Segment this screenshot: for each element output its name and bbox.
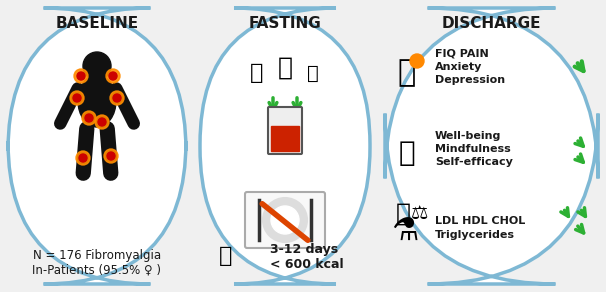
Text: 🧠: 🧠 [399, 139, 415, 167]
Text: 🥕: 🥕 [307, 63, 319, 83]
Circle shape [98, 118, 106, 126]
Circle shape [85, 114, 93, 122]
FancyArrowPatch shape [269, 98, 277, 110]
FancyArrowPatch shape [262, 204, 308, 240]
Text: < 600 kcal: < 600 kcal [270, 258, 344, 270]
FancyBboxPatch shape [200, 8, 370, 284]
Text: 3-12 days: 3-12 days [270, 244, 338, 256]
Bar [271, 126, 299, 151]
Text: 🍅: 🍅 [278, 56, 293, 80]
Text: 👤: 👤 [396, 202, 410, 226]
Circle shape [263, 198, 307, 242]
FancyBboxPatch shape [385, 8, 598, 284]
FancyArrowPatch shape [578, 208, 585, 216]
Circle shape [79, 154, 87, 162]
FancyArrowPatch shape [576, 225, 584, 233]
Text: FASTING: FASTING [248, 17, 321, 32]
FancyArrowPatch shape [561, 208, 568, 216]
FancyArrowPatch shape [107, 129, 111, 173]
Circle shape [70, 91, 84, 105]
Circle shape [74, 69, 88, 83]
Circle shape [95, 115, 109, 129]
FancyArrowPatch shape [574, 61, 584, 71]
Circle shape [107, 152, 115, 160]
Text: ⚖: ⚖ [411, 204, 429, 223]
Circle shape [109, 72, 117, 80]
Circle shape [104, 149, 118, 163]
Text: FIQ PAIN
Anxiety
Depression: FIQ PAIN Anxiety Depression [435, 49, 505, 85]
Text: LDL HDL CHOL
Triglycerides: LDL HDL CHOL Triglycerides [435, 216, 525, 240]
Text: In-Patients (95.5% ♀ ): In-Patients (95.5% ♀ ) [33, 263, 162, 277]
Circle shape [110, 91, 124, 105]
Circle shape [73, 94, 81, 102]
FancyArrowPatch shape [60, 88, 78, 124]
Text: 🚶: 🚶 [398, 58, 416, 88]
Circle shape [271, 206, 299, 234]
Text: 🥦: 🥦 [250, 63, 264, 83]
Circle shape [106, 69, 120, 83]
Circle shape [82, 111, 96, 125]
Ellipse shape [78, 75, 116, 127]
FancyArrowPatch shape [116, 88, 134, 124]
FancyArrowPatch shape [83, 129, 87, 173]
FancyBboxPatch shape [245, 192, 325, 248]
FancyBboxPatch shape [8, 8, 186, 284]
FancyArrowPatch shape [575, 154, 584, 162]
Text: ⚗: ⚗ [391, 218, 419, 246]
Circle shape [410, 54, 424, 68]
Circle shape [77, 72, 85, 80]
FancyArrowPatch shape [575, 138, 584, 146]
Circle shape [83, 52, 111, 80]
Text: DISCHARGE: DISCHARGE [442, 17, 541, 32]
Text: BASELINE: BASELINE [55, 17, 139, 32]
Text: 📅: 📅 [219, 246, 233, 266]
Circle shape [113, 94, 121, 102]
FancyBboxPatch shape [268, 107, 302, 154]
Text: N = 176 Fibromyalgia: N = 176 Fibromyalgia [33, 249, 161, 263]
FancyArrowPatch shape [293, 98, 301, 110]
Text: Well-being
Mindfulness
Self-efficacy: Well-being Mindfulness Self-efficacy [435, 131, 513, 167]
Circle shape [76, 151, 90, 165]
